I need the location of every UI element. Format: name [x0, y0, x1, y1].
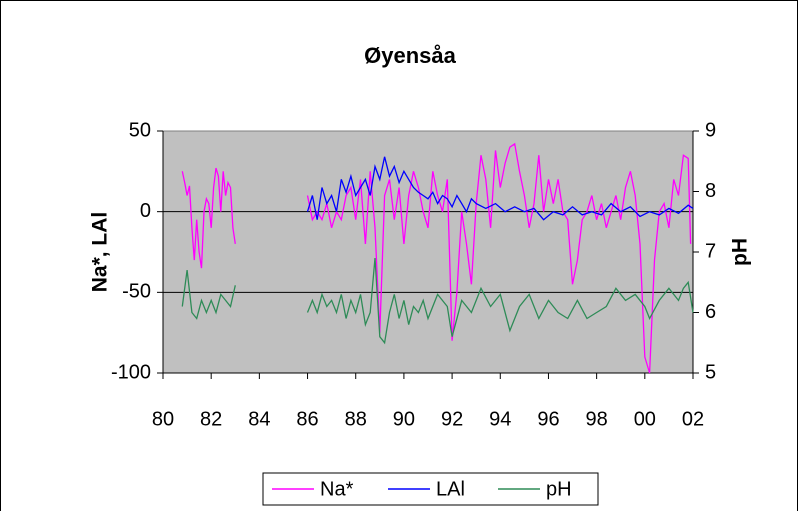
x-tick-label: 02 — [682, 408, 704, 430]
legend-label: pH — [546, 478, 572, 500]
chart-title: Øyensåa — [364, 43, 456, 68]
x-tick-label: 82 — [200, 408, 222, 430]
x-tick-label: 86 — [296, 408, 318, 430]
y-tick-label: 0 — [140, 200, 151, 222]
y-axis-label: Na*, LAl — [89, 212, 112, 293]
x-tick-label: 88 — [345, 408, 367, 430]
y2-tick-label: 6 — [705, 301, 716, 323]
y-tick-label: -50 — [122, 281, 151, 303]
x-tick-label: 92 — [441, 408, 463, 430]
series-line — [181, 257, 694, 345]
x-tick-label: 80 — [152, 408, 174, 430]
y2-tick-label: 8 — [705, 180, 716, 202]
plot-area — [162, 130, 694, 374]
y2-axis-label: pH — [729, 238, 752, 266]
y2-tick-label: 9 — [705, 119, 716, 141]
series-line — [306, 156, 694, 221]
x-tick-label: 84 — [248, 408, 270, 430]
x-tick-label: 00 — [634, 408, 656, 430]
legend — [262, 472, 599, 506]
x-tick-label: 90 — [393, 408, 415, 430]
legend-label: LAl — [436, 478, 465, 500]
y2-tick-label: 7 — [705, 240, 716, 262]
legend-label: Na* — [320, 478, 354, 500]
x-tick-label: 96 — [537, 408, 559, 430]
y-tick-label: -100 — [111, 361, 151, 383]
x-tick-label: 94 — [489, 408, 511, 430]
y-tick-label: 50 — [129, 119, 151, 141]
series-line — [181, 142, 692, 374]
y2-tick-label: 5 — [705, 361, 716, 383]
x-tick-label: 98 — [586, 408, 608, 430]
